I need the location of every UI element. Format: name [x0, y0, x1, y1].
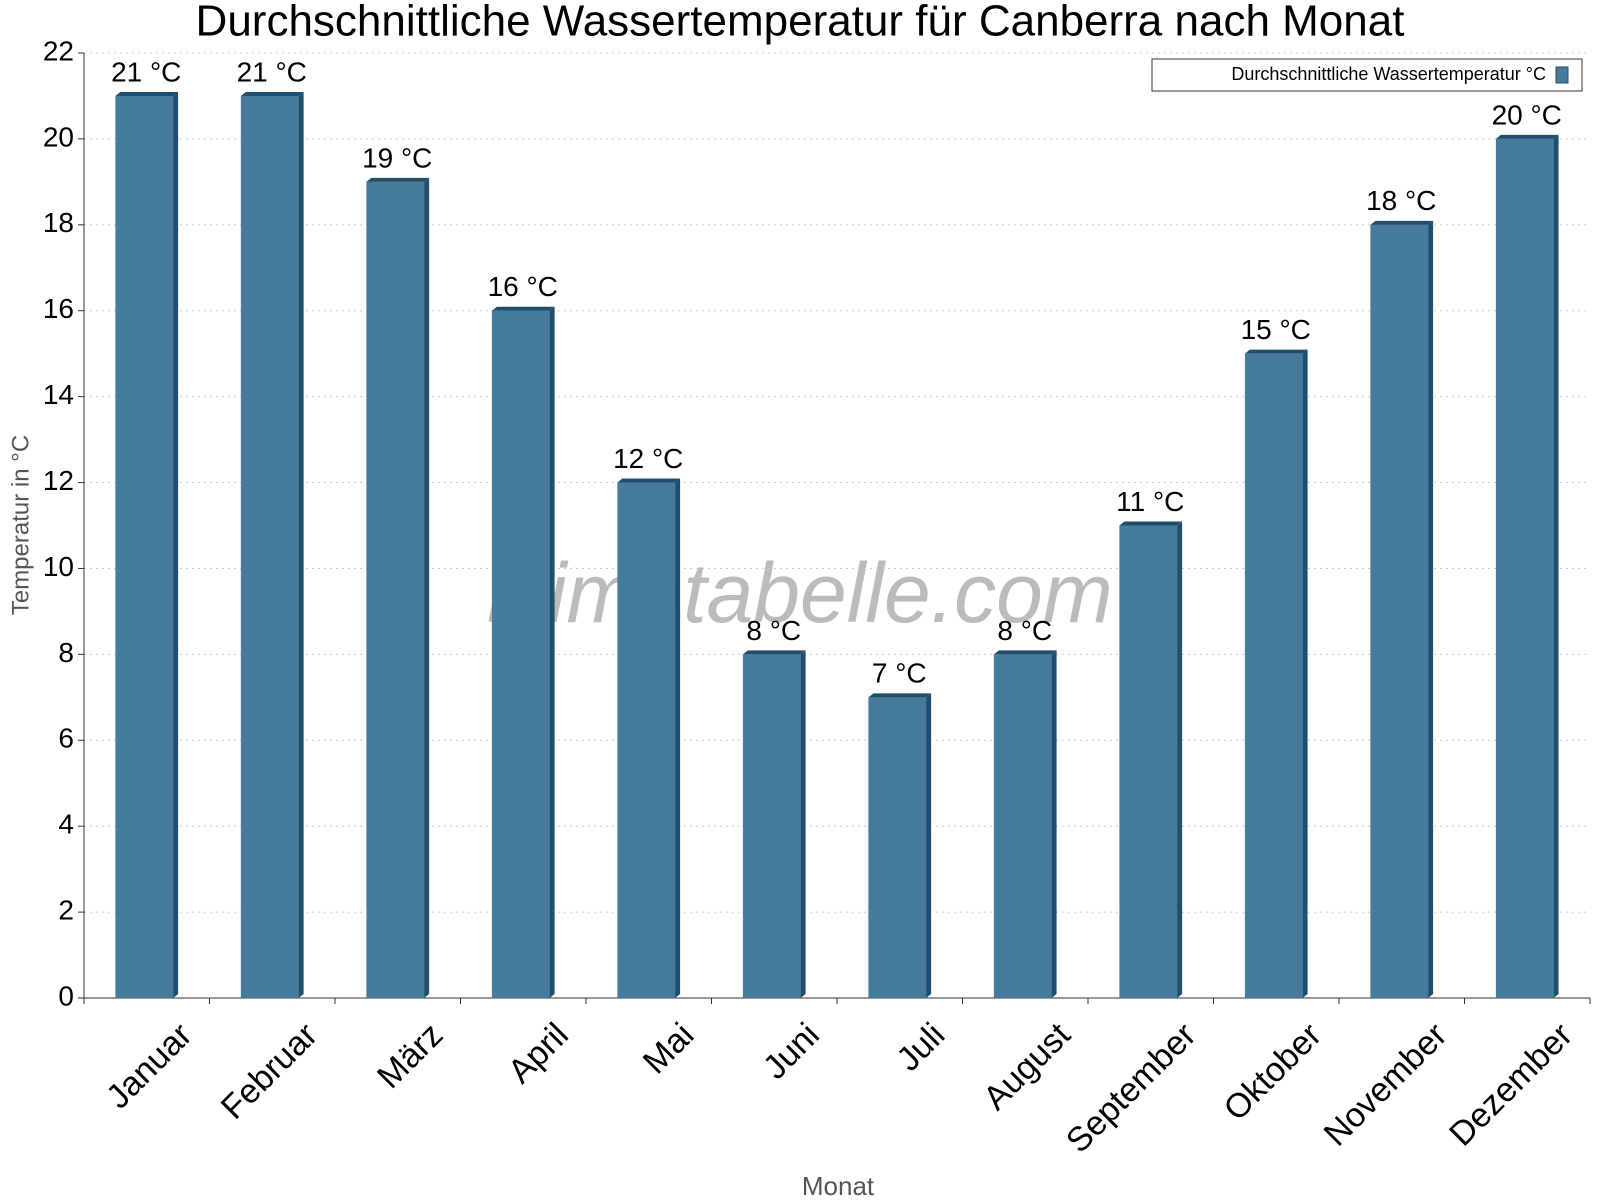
bar-side [549, 306, 555, 998]
y-tick-label: 10 [43, 551, 74, 582]
bar-side [1302, 349, 1308, 998]
legend-swatch [1555, 66, 1569, 84]
watermark: klimatabelle.com [487, 546, 1113, 640]
y-tick-label: 4 [58, 809, 74, 840]
y-tick-label: 18 [43, 207, 74, 238]
bar [1119, 525, 1178, 998]
bar [1370, 224, 1429, 998]
x-tick-label: Juni [756, 1016, 827, 1087]
bar-top [240, 91, 304, 96]
x-axis-title: Monat [802, 1171, 875, 1200]
legend-label: Durchschnittliche Wassertemperatur °C [1231, 64, 1546, 84]
x-tick-label: September [1059, 1016, 1203, 1160]
y-tick-label: 20 [43, 121, 74, 152]
bar-side [1177, 521, 1183, 998]
y-tick-label: 8 [58, 637, 74, 668]
y-tick-label: 6 [58, 723, 74, 754]
bar-side [1051, 650, 1057, 998]
x-tick-label: Juli [889, 1016, 952, 1079]
bar-top [115, 91, 179, 96]
y-tick-label: 12 [43, 465, 74, 496]
x-tick-label: Oktober [1216, 1016, 1328, 1128]
bar [491, 310, 550, 998]
bar-side [173, 91, 179, 999]
x-tick-label: August [976, 1015, 1078, 1117]
value-label: 11 °C [1116, 486, 1184, 517]
x-tick-label: November [1317, 1016, 1455, 1154]
value-label: 21 °C [237, 56, 307, 87]
bar-side [926, 693, 932, 998]
bar-top [617, 478, 681, 483]
x-tick-label: Januar [99, 1016, 199, 1116]
value-label: 12 °C [613, 443, 683, 474]
bar-top [491, 306, 555, 311]
y-tick-label: 16 [43, 293, 74, 324]
value-label: 20 °C [1492, 99, 1562, 130]
value-label: 15 °C [1241, 314, 1311, 345]
x-tick-label: April [501, 1016, 576, 1091]
bar-side [1428, 220, 1434, 998]
bar-top [868, 693, 932, 698]
value-label: 7 °C [872, 658, 927, 689]
value-label: 19 °C [362, 142, 432, 173]
bar [993, 654, 1052, 998]
y-tick-label: 0 [58, 980, 74, 1011]
bar [742, 654, 801, 998]
bar [240, 95, 299, 999]
x-tick-label: Februar [214, 1016, 325, 1127]
bar-top [1119, 521, 1183, 526]
value-label: 21 °C [111, 56, 181, 87]
value-label: 18 °C [1366, 185, 1436, 216]
bar [868, 697, 927, 998]
x-tick-label: Mai [636, 1016, 702, 1082]
bar [115, 95, 174, 999]
bar-top [1244, 349, 1308, 354]
chart-title: Durchschnittliche Wassertemperatur für C… [196, 0, 1405, 46]
bar-side [1553, 134, 1559, 999]
bar [1495, 138, 1554, 999]
value-label: 8 °C [746, 615, 801, 646]
bar-top [742, 650, 806, 655]
legend-box [1151, 58, 1583, 92]
bar [617, 482, 676, 999]
value-label: 8 °C [997, 615, 1052, 646]
x-tick-label: März [370, 1016, 450, 1096]
bar-top [1495, 134, 1559, 139]
bar-side [298, 91, 304, 999]
y-tick-label: 14 [43, 379, 74, 410]
y-tick-label: 22 [43, 35, 74, 66]
bar-top [993, 650, 1057, 655]
y-tick-label: 2 [58, 894, 74, 925]
y-axis-title: Temperatur in °C [7, 435, 34, 615]
bar-side [800, 650, 806, 998]
bar-top [1370, 220, 1434, 225]
bar [1244, 353, 1303, 998]
bar-side [424, 177, 430, 998]
bar [366, 181, 425, 998]
bar-side [675, 478, 681, 999]
bar-top [366, 177, 430, 182]
x-tick-label: Dezember [1442, 1016, 1580, 1154]
value-label: 16 °C [488, 271, 558, 302]
